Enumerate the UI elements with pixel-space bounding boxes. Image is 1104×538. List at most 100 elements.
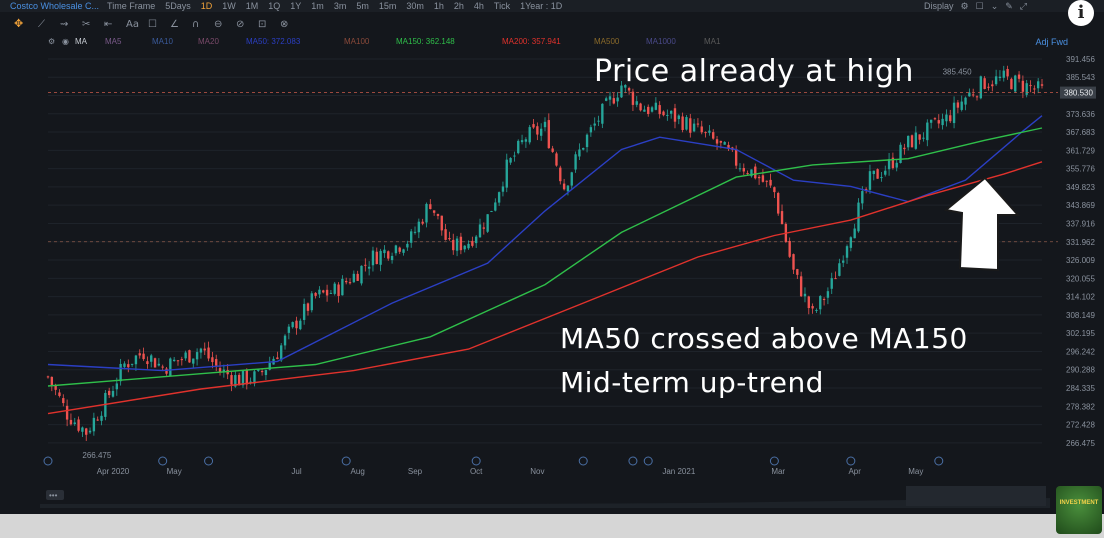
candle-body <box>119 363 122 382</box>
timeframe-button[interactable]: 1m <box>311 1 324 11</box>
settings-icon[interactable]: ⚙ <box>48 37 56 46</box>
timeframe-button[interactable]: 1W <box>222 1 236 11</box>
timeframe-button[interactable]: 3m <box>333 1 347 11</box>
candle-body <box>692 123 696 132</box>
event-marker-icon[interactable] <box>578 456 588 466</box>
candle-body <box>1036 81 1040 89</box>
info-icon[interactable]: i <box>1068 0 1094 26</box>
ticker-name[interactable]: Costco Wholesale C... <box>10 1 100 11</box>
timeframe-button[interactable]: 1Q <box>268 1 281 11</box>
event-marker-icon[interactable] <box>158 456 168 466</box>
candle-body <box>826 291 830 298</box>
candle-body <box>868 171 872 190</box>
timeframe-button[interactable]: 4h <box>473 1 484 11</box>
candle-body <box>440 215 443 231</box>
y-tick-label: 290.288 <box>1066 366 1095 375</box>
event-marker-icon[interactable] <box>628 456 638 466</box>
drawing-tool-icon[interactable]: ☐ <box>148 19 157 30</box>
timeframe-button[interactable]: 1h <box>433 1 444 11</box>
candle-body <box>520 140 524 143</box>
five-days-button[interactable]: 5Days <box>165 1 191 11</box>
indicator-label[interactable]: MA <box>75 37 87 46</box>
window-icon[interactable]: ☐ <box>975 0 984 11</box>
timeframe-button[interactable]: 30m <box>406 1 424 11</box>
timeframe-button[interactable]: 1Y <box>290 1 302 11</box>
expand-icon[interactable]: ⤢ <box>1019 0 1027 11</box>
price-chart[interactable]: 391.456385.543379.590373.636367.683361.7… <box>0 0 1104 484</box>
x-tick-label: Nov <box>530 467 544 476</box>
candle-body <box>176 360 180 362</box>
candle-body <box>673 108 677 122</box>
candle-body <box>467 243 470 249</box>
timeframe-button[interactable]: 5m <box>356 1 369 11</box>
event-marker-icon[interactable] <box>846 456 856 466</box>
candle-body <box>907 135 910 148</box>
event-marker-icon[interactable] <box>471 456 481 466</box>
drawing-tool-icon[interactable]: ⇤ <box>104 19 112 30</box>
scroll-handle[interactable] <box>46 490 64 500</box>
gear-icon[interactable]: ⚙ <box>960 0 969 11</box>
timeframe-button[interactable]: 1M <box>245 1 259 11</box>
candle-body <box>880 177 883 179</box>
candle-body <box>861 191 864 204</box>
x-tick-label: Oct <box>470 467 483 476</box>
drawing-tool-icon[interactable]: ⊗ <box>280 19 288 30</box>
candle-body <box>956 102 960 108</box>
timeline-scrollbar[interactable]: ••• <box>0 484 1104 508</box>
candle-body <box>100 415 103 421</box>
adj-fwd-button[interactable]: Adj Fwd <box>1035 37 1068 47</box>
candle-body <box>375 251 378 265</box>
drawing-tool-icon[interactable]: ∩ <box>192 19 199 30</box>
candle-body <box>364 264 367 266</box>
annotation-arrow-icon <box>943 176 1021 272</box>
candle-body <box>257 369 260 371</box>
y-tick-label: 272.428 <box>1066 421 1095 430</box>
candle-body <box>941 118 944 126</box>
pencil-icon[interactable]: ✎ <box>1005 0 1013 11</box>
scroll-window[interactable] <box>906 486 1046 506</box>
drawing-tool-icon[interactable]: ✂ <box>82 19 90 30</box>
crosshair-icon[interactable]: ✥ <box>14 17 23 30</box>
event-marker-icon[interactable] <box>204 456 214 466</box>
eye-icon[interactable]: ◉ <box>62 37 69 46</box>
drawing-tool-icon[interactable]: ∠ <box>170 19 179 30</box>
candle-body <box>734 149 738 166</box>
timeframe-button[interactable]: Tick <box>493 1 511 11</box>
drawing-tool-icon[interactable]: ⊡ <box>258 19 266 30</box>
display-button[interactable]: Display <box>924 1 954 11</box>
candle-body <box>723 141 726 145</box>
drawing-tool-icon[interactable]: Aa <box>126 19 139 30</box>
y-tick-label: 296.242 <box>1066 347 1095 356</box>
candle-body <box>964 97 967 105</box>
candle-body <box>910 135 914 148</box>
event-marker-icon[interactable] <box>643 456 653 466</box>
timeframe-button[interactable]: 2h <box>453 1 464 11</box>
timeframe-button[interactable]: 1D <box>200 1 213 11</box>
chevron-down-icon[interactable]: ⌄ <box>990 0 999 11</box>
annotation-mid-term: Mid-term up-trend <box>560 366 824 399</box>
candle-body <box>796 269 799 275</box>
candle-body <box>421 221 424 224</box>
candle-body <box>130 363 134 365</box>
event-marker-icon[interactable] <box>43 456 53 466</box>
candle-body <box>983 78 986 89</box>
candle-body <box>268 362 271 370</box>
event-marker-icon[interactable] <box>934 456 944 466</box>
event-marker-icon[interactable] <box>769 456 779 466</box>
timeframe-button[interactable]: 1Year : 1D <box>520 1 563 11</box>
drawing-tool-icon[interactable]: ⇝ <box>60 19 68 30</box>
candle-body <box>234 375 237 387</box>
candle-body <box>306 303 310 311</box>
drawing-tool-icon[interactable]: ⟋ <box>38 19 45 30</box>
event-marker-icon[interactable] <box>341 456 351 466</box>
ma50-label: MA50: 372.083 <box>246 37 301 46</box>
drawing-tool-icon[interactable]: ⊘ <box>236 19 244 30</box>
candle-body <box>169 358 172 376</box>
time-frame-label[interactable]: Time Frame <box>107 1 156 11</box>
candle-body <box>620 85 623 98</box>
candle-body <box>834 278 837 280</box>
candle-body <box>838 263 841 276</box>
candle-body <box>845 246 849 258</box>
timeframe-button[interactable]: 15m <box>378 1 397 11</box>
drawing-tool-icon[interactable]: ⊖ <box>214 19 222 30</box>
